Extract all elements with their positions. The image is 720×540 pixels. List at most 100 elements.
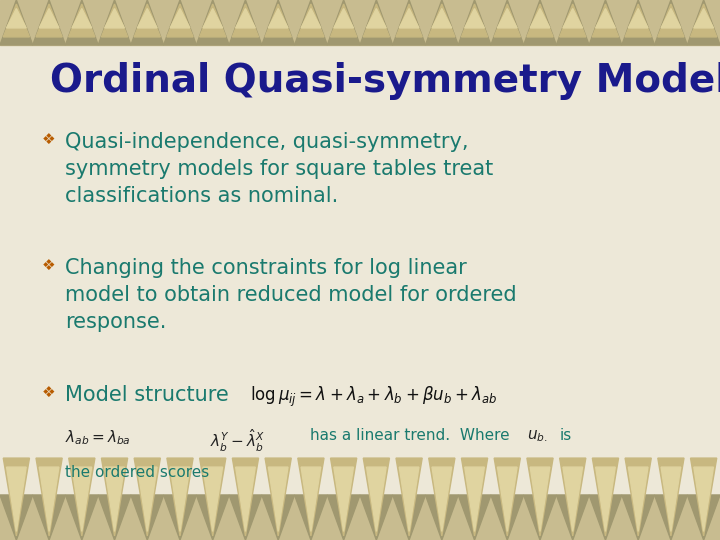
Polygon shape	[654, 0, 688, 45]
Polygon shape	[625, 4, 652, 37]
Polygon shape	[629, 467, 648, 531]
Polygon shape	[527, 458, 553, 536]
Polygon shape	[498, 9, 517, 28]
Bar	[0, 0, 720, 45]
Polygon shape	[233, 458, 258, 536]
Polygon shape	[102, 4, 127, 37]
Polygon shape	[661, 467, 680, 531]
Polygon shape	[364, 458, 390, 536]
Polygon shape	[432, 467, 451, 531]
Polygon shape	[40, 9, 59, 28]
Polygon shape	[428, 458, 455, 536]
Polygon shape	[458, 0, 491, 45]
Polygon shape	[494, 4, 521, 37]
Polygon shape	[688, 0, 720, 45]
Polygon shape	[6, 9, 26, 28]
Polygon shape	[595, 467, 616, 531]
Polygon shape	[104, 467, 125, 531]
Text: is: is	[560, 428, 572, 443]
Polygon shape	[658, 458, 684, 536]
Text: Quasi-independence, quasi-symmetry,
symmetry models for square tables treat
clas: Quasi-independence, quasi-symmetry, symm…	[65, 132, 493, 206]
Polygon shape	[98, 495, 131, 540]
Polygon shape	[197, 0, 229, 45]
Polygon shape	[432, 9, 451, 28]
Polygon shape	[301, 9, 320, 28]
Polygon shape	[622, 495, 654, 540]
Polygon shape	[530, 467, 550, 531]
Polygon shape	[301, 467, 320, 531]
Polygon shape	[396, 458, 422, 536]
Polygon shape	[458, 495, 491, 540]
Text: $\log \mu_{ij} = \lambda + \lambda_a + \lambda_b + \beta u_b + \lambda_{ab}$: $\log \mu_{ij} = \lambda + \lambda_a + \…	[250, 385, 498, 409]
Polygon shape	[527, 4, 553, 37]
Polygon shape	[334, 467, 354, 531]
Polygon shape	[366, 467, 386, 531]
Polygon shape	[694, 9, 714, 28]
Polygon shape	[298, 458, 324, 536]
Polygon shape	[360, 0, 392, 45]
Polygon shape	[589, 495, 622, 540]
Polygon shape	[170, 467, 190, 531]
Text: $\lambda_b^Y - \hat{\lambda}_b^X$: $\lambda_b^Y - \hat{\lambda}_b^X$	[210, 428, 265, 454]
Polygon shape	[563, 9, 582, 28]
Polygon shape	[694, 467, 714, 531]
Polygon shape	[426, 495, 458, 540]
Polygon shape	[557, 495, 589, 540]
Polygon shape	[262, 495, 294, 540]
Polygon shape	[498, 467, 517, 531]
Polygon shape	[294, 0, 328, 45]
Polygon shape	[138, 9, 157, 28]
Polygon shape	[229, 495, 262, 540]
Polygon shape	[491, 0, 523, 45]
Polygon shape	[104, 9, 125, 28]
Polygon shape	[428, 4, 455, 37]
Polygon shape	[4, 458, 30, 536]
Polygon shape	[462, 4, 487, 37]
Polygon shape	[494, 458, 521, 536]
Polygon shape	[688, 495, 720, 540]
Bar	[0, 495, 720, 540]
Polygon shape	[661, 9, 680, 28]
Polygon shape	[66, 0, 98, 45]
Polygon shape	[269, 9, 288, 28]
Polygon shape	[629, 9, 648, 28]
Polygon shape	[4, 4, 30, 37]
Polygon shape	[622, 0, 654, 45]
Polygon shape	[330, 4, 356, 37]
Polygon shape	[334, 9, 354, 28]
Polygon shape	[40, 467, 59, 531]
Polygon shape	[330, 458, 356, 536]
Polygon shape	[364, 4, 390, 37]
Polygon shape	[559, 4, 586, 37]
Polygon shape	[32, 495, 66, 540]
Polygon shape	[462, 458, 487, 536]
Polygon shape	[658, 4, 684, 37]
Polygon shape	[32, 0, 66, 45]
Polygon shape	[328, 0, 360, 45]
Polygon shape	[197, 495, 229, 540]
Polygon shape	[68, 4, 95, 37]
Text: has a linear trend.  Where: has a linear trend. Where	[310, 428, 510, 443]
Polygon shape	[654, 495, 688, 540]
Text: Ordinal Quasi-symmetry Model: Ordinal Quasi-symmetry Model	[50, 62, 720, 100]
Polygon shape	[233, 4, 258, 37]
Polygon shape	[491, 495, 523, 540]
Polygon shape	[66, 495, 98, 540]
Polygon shape	[690, 4, 716, 37]
Polygon shape	[199, 4, 226, 37]
Polygon shape	[134, 458, 161, 536]
Text: $u_{b.}$: $u_{b.}$	[527, 428, 548, 444]
Polygon shape	[235, 467, 256, 531]
Polygon shape	[167, 4, 193, 37]
Polygon shape	[530, 9, 550, 28]
Polygon shape	[625, 458, 652, 536]
Polygon shape	[328, 495, 360, 540]
Polygon shape	[131, 495, 163, 540]
Polygon shape	[593, 4, 618, 37]
Text: the ordered scores: the ordered scores	[65, 465, 210, 480]
Polygon shape	[690, 458, 716, 536]
Polygon shape	[265, 458, 292, 536]
Polygon shape	[6, 467, 26, 531]
Text: ❖: ❖	[42, 132, 55, 147]
Polygon shape	[265, 4, 292, 37]
